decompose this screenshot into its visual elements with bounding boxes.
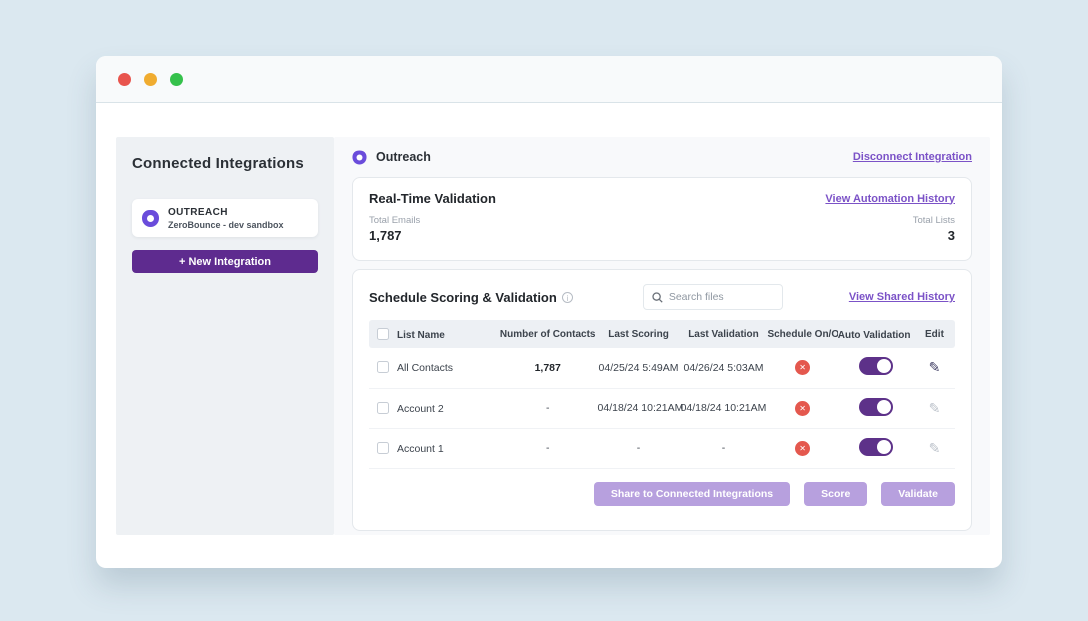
auto-validation-toggle[interactable]	[858, 357, 893, 376]
contacts-count: 1,787	[497, 348, 598, 389]
main-panel: Outreach Disconnect Integration Real-Tim…	[334, 137, 990, 535]
last-validation: 04/26/24 5:03AM	[679, 348, 768, 389]
new-integration-button[interactable]: + New Integration	[132, 250, 318, 273]
auto-validation-toggle[interactable]	[858, 437, 893, 456]
contacts-count: -	[497, 428, 598, 469]
table-actions: Share to Connected Integrations Score Va…	[369, 481, 955, 506]
last-scoring: -	[597, 428, 680, 469]
search-icon	[652, 291, 663, 303]
total-emails-stat: Total Emails 1,787	[369, 206, 420, 243]
table-row: All Contacts 1,787 04/25/24 5:49AM 04/26…	[369, 348, 955, 389]
header-schedule: Schedule On/Off	[767, 320, 838, 348]
integration-name: OUTREACH	[168, 206, 228, 218]
maximize-window-icon[interactable]	[170, 72, 183, 86]
main-header: Outreach Disconnect Integration	[334, 137, 990, 177]
view-shared-history-link[interactable]: View Shared History	[848, 291, 955, 303]
total-lists-label: Total Lists	[912, 215, 955, 226]
search-input[interactable]	[668, 291, 774, 303]
schedule-scoring-card: Schedule Scoring & Validation i View Sha…	[352, 269, 972, 531]
realtime-card-title: Real-Time Validation	[369, 191, 496, 206]
schedule-off-icon[interactable]: ✕	[795, 360, 811, 376]
search-box	[642, 284, 783, 310]
contacts-count: -	[497, 388, 598, 429]
view-automation-history-link[interactable]: View Automation History	[825, 192, 955, 205]
list-name: All Contacts	[397, 362, 454, 375]
realtime-validation-card: Real-Time Validation View Automation His…	[352, 177, 972, 261]
select-all-checkbox[interactable]	[377, 327, 389, 340]
edit-pencil-icon[interactable]: ✎	[928, 359, 941, 376]
total-lists-stat: Total Lists 3	[913, 206, 955, 243]
table-row: Account 2 - 04/18/24 10:21AM 04/18/24 10…	[369, 388, 955, 429]
score-button[interactable]: Score	[804, 481, 868, 506]
schedule-info-icon[interactable]: i	[561, 291, 573, 303]
sidebar-title: Connected Integrations	[132, 155, 304, 172]
schedule-off-icon[interactable]: ✕	[795, 400, 811, 416]
close-window-icon[interactable]	[118, 72, 131, 86]
list-name: Account 2	[397, 402, 444, 415]
sidebar: Connected Integrations OUTREACH ZeroBoun…	[116, 137, 334, 535]
edit-pencil-icon[interactable]: ✎	[928, 439, 941, 456]
row-checkbox[interactable]	[377, 441, 389, 454]
minimize-window-icon[interactable]	[144, 72, 157, 86]
row-checkbox[interactable]	[377, 361, 389, 374]
header-contacts: Number of Contacts	[497, 320, 598, 348]
integration-card-outreach[interactable]: OUTREACH ZeroBounce - dev sandbox	[132, 199, 318, 237]
validate-button[interactable]: Validate	[881, 481, 955, 506]
header-last-scoring: Last Scoring	[597, 320, 680, 348]
auto-validation-toggle[interactable]	[858, 397, 893, 416]
total-emails-label: Total Emails	[369, 215, 421, 226]
app-window: Connected Integrations OUTREACH ZeroBoun…	[96, 56, 1002, 568]
total-lists-value: 3	[947, 228, 955, 243]
header-list-name: List Name	[369, 320, 498, 348]
list-name: Account 1	[397, 442, 444, 455]
total-emails-value: 1,787	[369, 228, 402, 243]
window-titlebar	[96, 56, 1002, 103]
schedule-table: List Name Number of Contacts Last Scorin…	[369, 320, 955, 469]
outreach-shield-icon	[352, 149, 367, 165]
disconnect-integration-link[interactable]: Disconnect Integration	[852, 151, 972, 163]
schedule-card-title: Schedule Scoring & Validation	[369, 289, 557, 305]
window-content: Connected Integrations OUTREACH ZeroBoun…	[96, 103, 1002, 567]
last-validation: 04/18/24 10:21AM	[679, 388, 768, 429]
last-validation: -	[679, 428, 768, 469]
table-header-row: List Name Number of Contacts Last Scorin…	[369, 320, 955, 348]
header-edit: Edit	[913, 320, 955, 348]
last-scoring: 04/25/24 5:49AM	[597, 348, 680, 389]
edit-pencil-icon[interactable]: ✎	[928, 399, 941, 416]
row-checkbox[interactable]	[377, 401, 389, 414]
last-scoring: 04/18/24 10:21AM	[597, 388, 683, 429]
integration-subtitle: ZeroBounce - dev sandbox	[168, 219, 284, 230]
schedule-off-icon[interactable]: ✕	[795, 440, 811, 456]
page-title: Outreach	[376, 150, 431, 164]
outreach-logo-icon	[142, 209, 159, 227]
share-to-integrations-button[interactable]: Share to Connected Integrations	[593, 481, 791, 506]
table-row: Account 1 - - - ✕ ✎	[369, 428, 955, 469]
header-last-validation: Last Validation	[679, 320, 768, 348]
